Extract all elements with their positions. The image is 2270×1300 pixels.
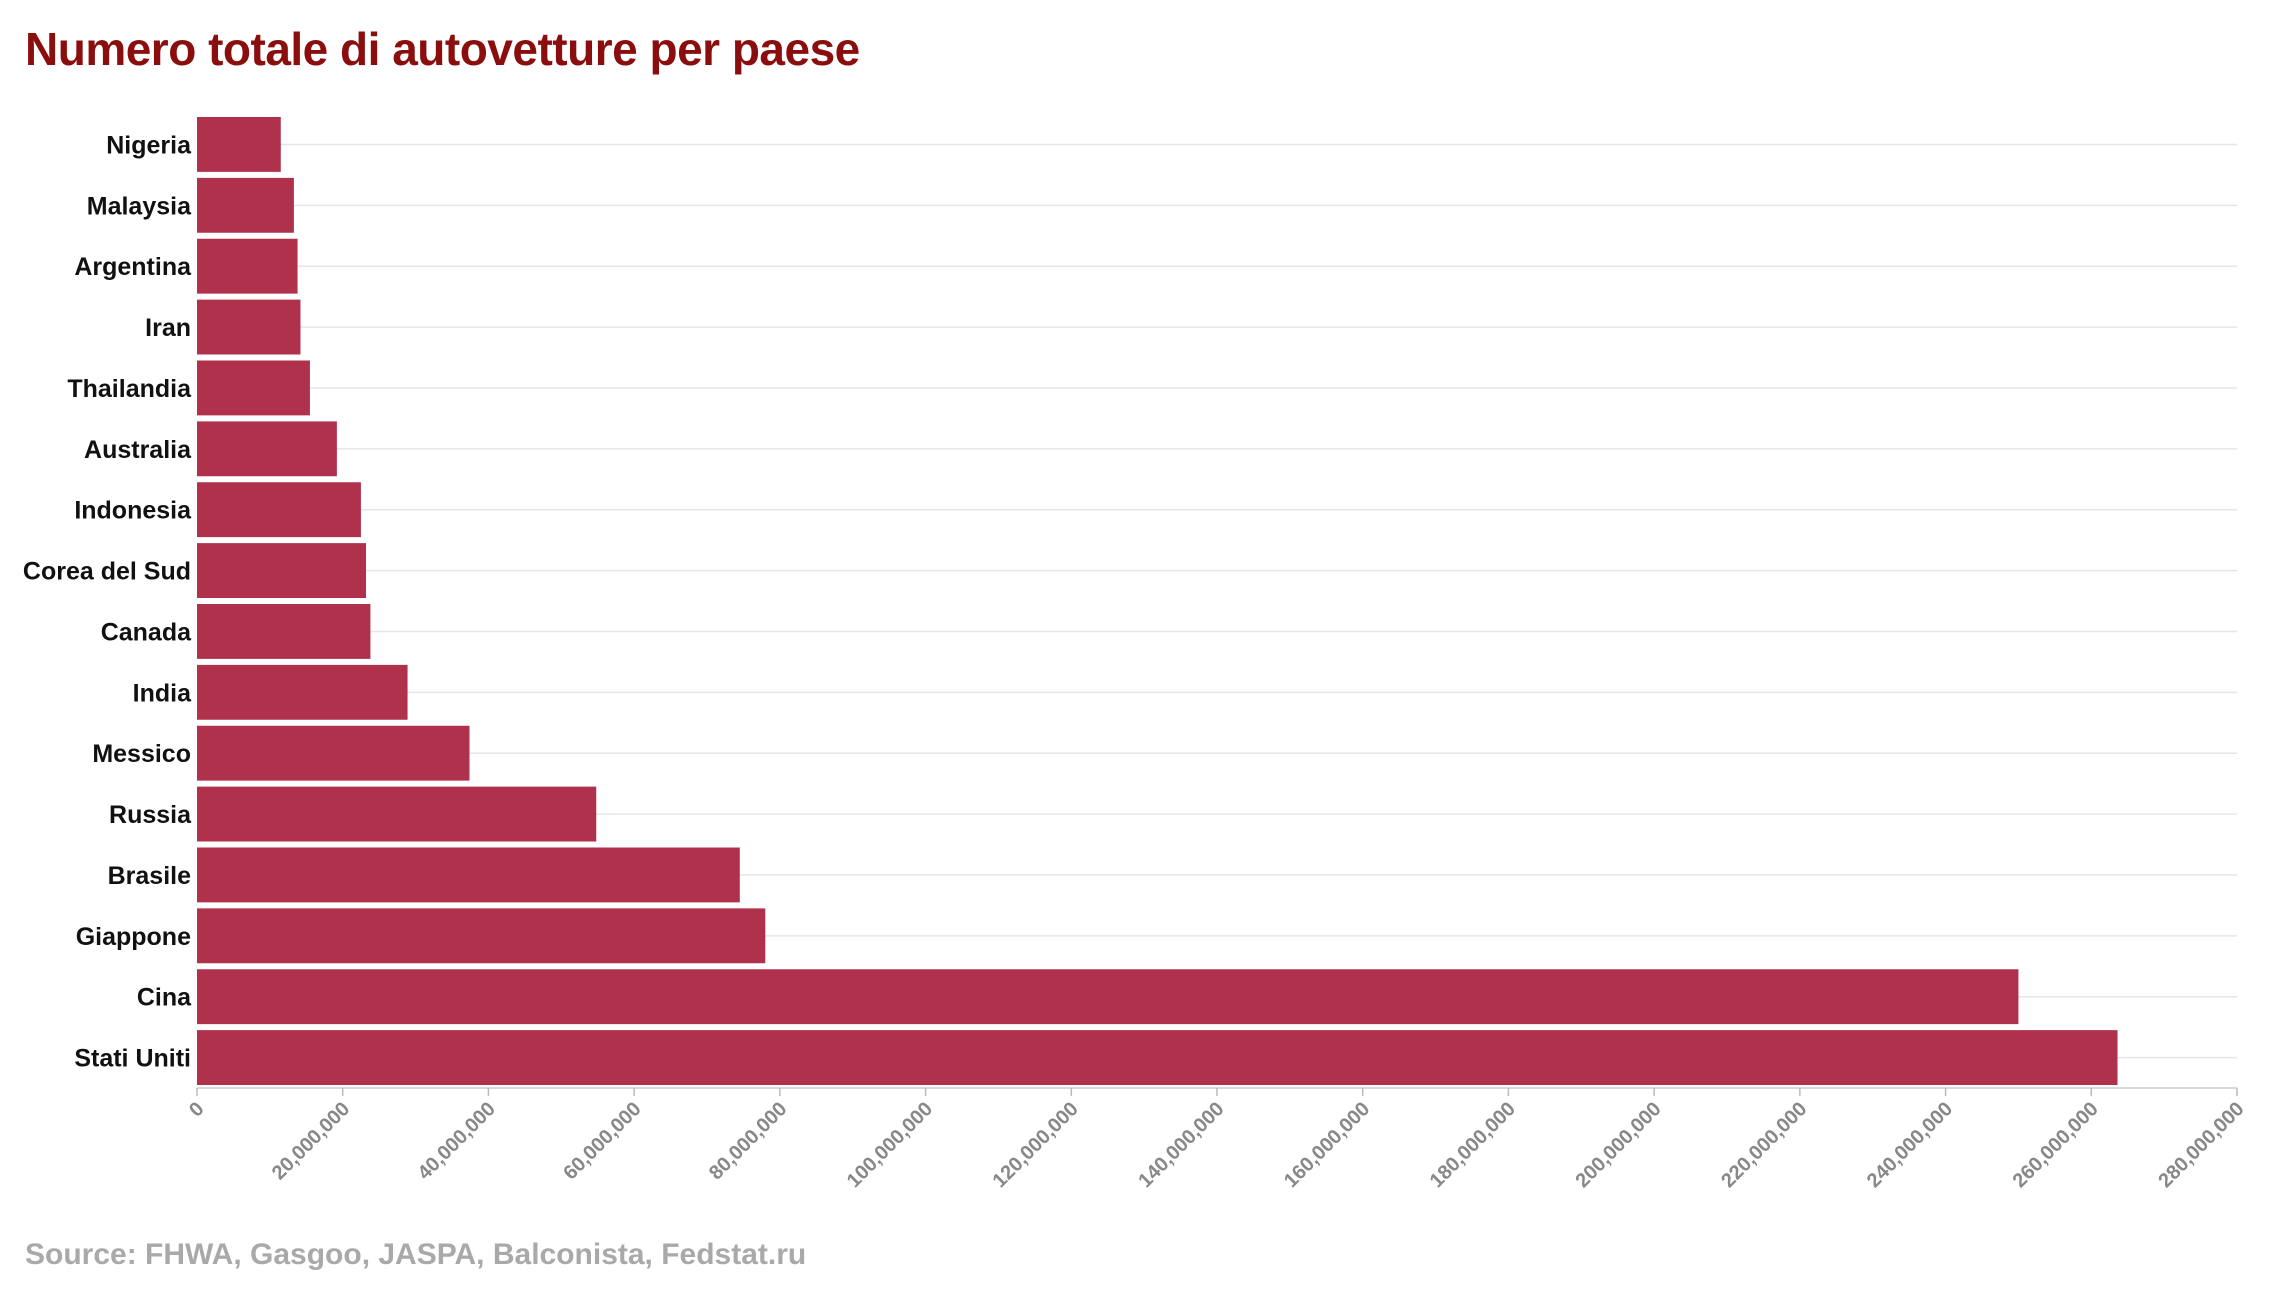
bars bbox=[197, 117, 2118, 1085]
x-tick-label: 120,000,000 bbox=[989, 1098, 1083, 1192]
category-label: Malaysia bbox=[87, 192, 192, 220]
x-tick-label: 200,000,000 bbox=[1571, 1098, 1665, 1192]
x-tick-label: 60,000,000 bbox=[559, 1098, 645, 1184]
x-tick-label: 100,000,000 bbox=[843, 1098, 937, 1192]
x-tick-label: 240,000,000 bbox=[1863, 1098, 1957, 1192]
x-axis: 0 20,000,000 40,000,000 60,000,000 80,000,00… bbox=[185, 1087, 2249, 1192]
x-tick-label: 0 bbox=[185, 1098, 208, 1121]
x-tick-label: 80,000,000 bbox=[705, 1098, 791, 1184]
bar bbox=[197, 664, 408, 720]
bar bbox=[197, 725, 470, 781]
bar bbox=[197, 360, 310, 416]
source-note: Source: FHWA, Gasgoo, JASPA, Balconista,… bbox=[25, 1238, 807, 1271]
bar bbox=[197, 786, 597, 842]
category-label: Messico bbox=[92, 740, 191, 768]
x-tick-label: 160,000,000 bbox=[1280, 1098, 1374, 1192]
category-label: Indonesia bbox=[74, 497, 192, 525]
bar bbox=[197, 117, 281, 172]
category-label: Thailandia bbox=[67, 375, 192, 403]
x-tick-label: 220,000,000 bbox=[1717, 1098, 1811, 1192]
bar bbox=[197, 543, 367, 598]
bar bbox=[197, 299, 301, 355]
x-tick-label: 180,000,000 bbox=[1426, 1098, 1520, 1192]
category-label: Cina bbox=[137, 984, 192, 1012]
x-tick-label: 40,000,000 bbox=[414, 1098, 500, 1184]
category-labels: Nigeria Malaysia Argentina Iran Thailandia Au… bbox=[23, 131, 192, 1072]
chart-title: Numero totale di autovetture per paese bbox=[25, 23, 860, 75]
x-tick-label: 260,000,000 bbox=[2009, 1098, 2103, 1192]
category-label: Russia bbox=[109, 801, 192, 829]
bar bbox=[197, 421, 337, 477]
x-tick-label: 140,000,000 bbox=[1134, 1098, 1228, 1192]
bar bbox=[197, 604, 371, 659]
category-label: Corea del Sud bbox=[23, 558, 191, 586]
bar bbox=[197, 1030, 2118, 1085]
bar bbox=[197, 969, 2019, 1025]
category-label: Australia bbox=[84, 436, 192, 464]
category-label: Argentina bbox=[74, 253, 192, 281]
category-label: Canada bbox=[101, 618, 192, 646]
bar bbox=[197, 238, 298, 294]
category-label: Iran bbox=[145, 314, 191, 342]
category-label: Nigeria bbox=[106, 131, 192, 159]
x-tick-label: 280,000,000 bbox=[2154, 1098, 2248, 1192]
x-tick-label: 20,000,000 bbox=[268, 1098, 354, 1184]
category-label: Stati Uniti bbox=[74, 1045, 191, 1073]
bar bbox=[197, 482, 361, 538]
bar bbox=[197, 908, 766, 964]
bar bbox=[197, 847, 740, 903]
bar bbox=[197, 177, 294, 233]
category-label: Brasile bbox=[108, 862, 191, 890]
category-label: Giappone bbox=[76, 923, 191, 951]
category-label: India bbox=[133, 679, 192, 707]
